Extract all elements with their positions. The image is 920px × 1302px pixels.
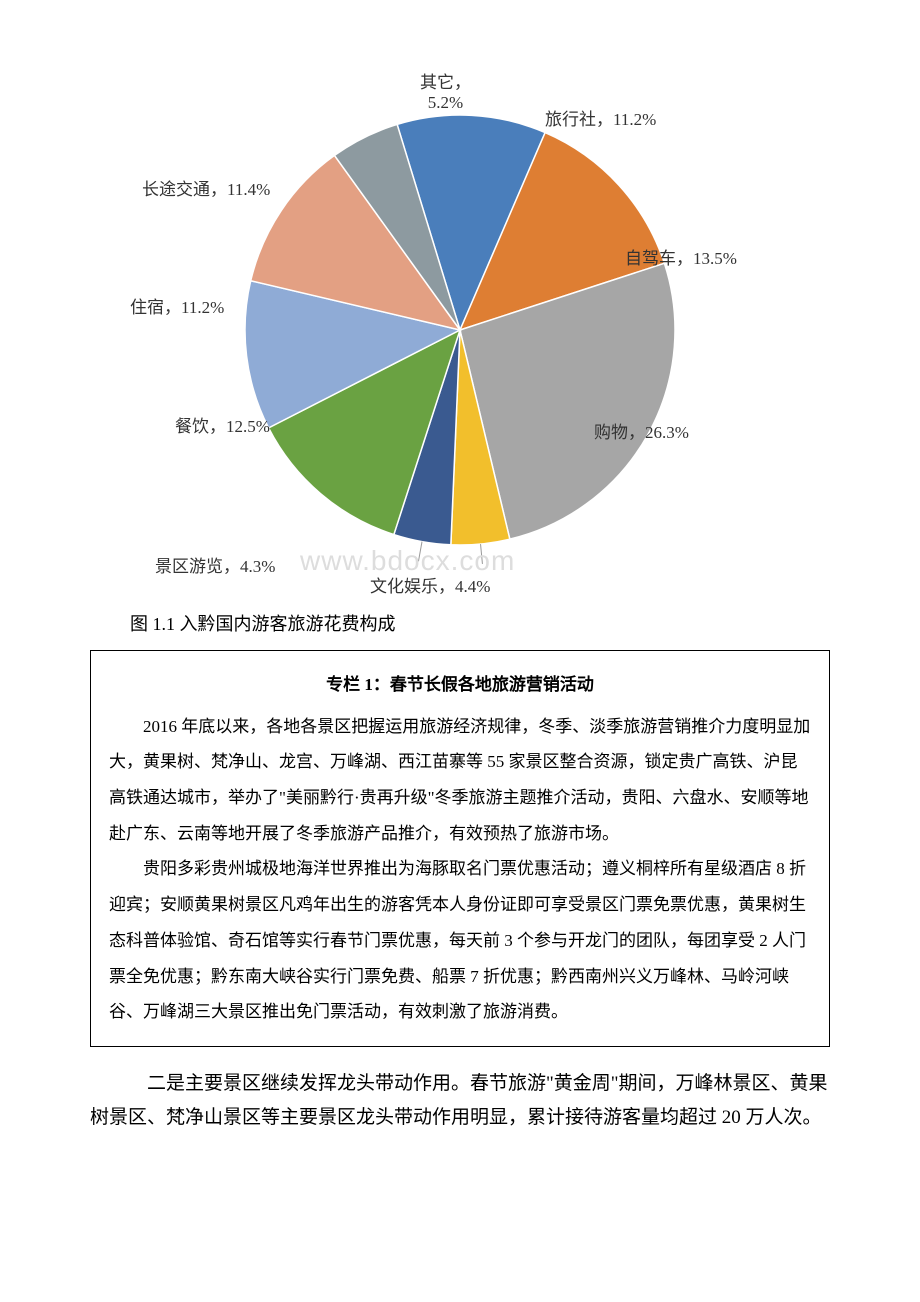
pie-chart-container: 旅行社，11.2%自驾车，13.5%购物，26.3%文化娱乐，4.4%景区游览，…: [90, 20, 830, 600]
info-box-title: 专栏 1：春节长假各地旅游营销活动: [109, 667, 811, 703]
pie-label-长途交通: 长途交通，11.4%: [142, 175, 270, 200]
pie-label-自驾车: 自驾车，13.5%: [625, 244, 737, 269]
watermark-text: www.bdocx.com: [300, 545, 515, 577]
pie-label-购物: 购物，26.3%: [594, 418, 689, 443]
pie-label-餐饮: 餐饮，12.5%: [175, 412, 270, 437]
info-box-paragraph-2: 贵阳多彩贵州城极地海洋世界推出为海豚取名门票优惠活动；遵义桐梓所有星级酒店 8 …: [109, 851, 811, 1029]
pie-label-住宿: 住宿，11.2%: [130, 293, 224, 318]
pie-label-旅行社: 旅行社，11.2%: [545, 105, 656, 130]
pie-label-景区游览: 景区游览，4.3%: [155, 552, 275, 577]
info-box: 专栏 1：春节长假各地旅游营销活动 2016 年底以来，各地各景区把握运用旅游经…: [90, 650, 830, 1047]
pie-label-其它: 其它，5.2%: [420, 68, 471, 113]
info-box-paragraph-1: 2016 年底以来，各地各景区把握运用旅游经济规律，冬季、淡季旅游营销推介力度明…: [109, 709, 811, 852]
body-paragraph: 二是主要景区继续发挥龙头带动作用。春节旅游"黄金周"期间，万峰林景区、黄果树景区…: [90, 1067, 830, 1135]
document-page: 旅行社，11.2%自驾车，13.5%购物，26.3%文化娱乐，4.4%景区游览，…: [0, 0, 920, 1175]
chart-caption: 图 1.1 入黔国内游客旅游花费构成: [130, 610, 830, 636]
